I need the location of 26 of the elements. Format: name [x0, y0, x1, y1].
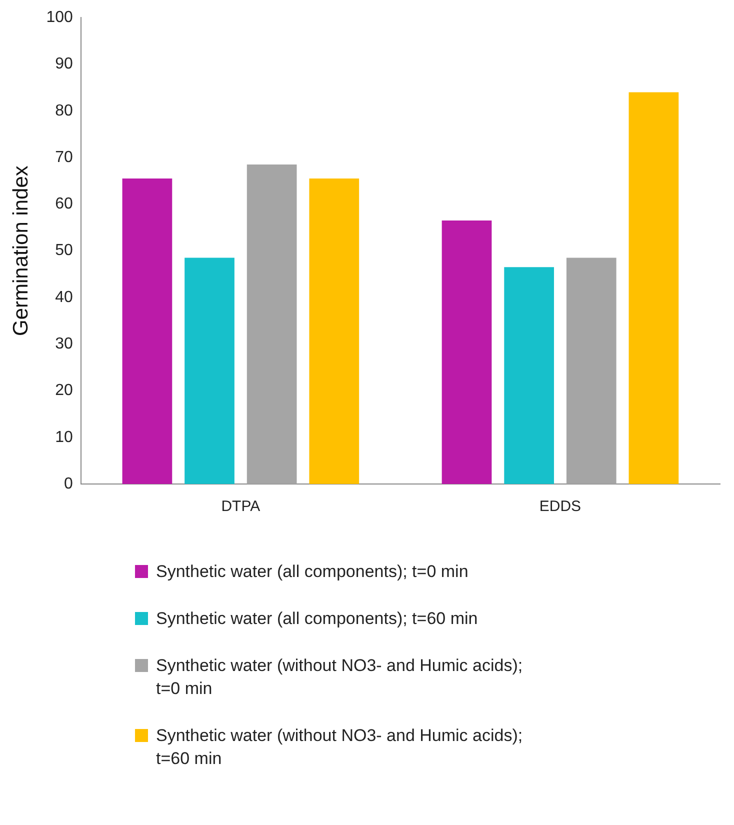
y-tick-label: 40: [55, 288, 73, 306]
bar: [442, 220, 492, 484]
legend-label: Synthetic water (without NO3- and Humic acids); t=0 min: [156, 655, 524, 700]
y-tick-label: 10: [55, 428, 73, 446]
bar: [504, 267, 554, 484]
bar: [122, 178, 172, 484]
x-tick-label: DTPA: [221, 498, 260, 516]
legend-label: Synthetic water (all components); t=60 min: [156, 608, 478, 630]
y-tick-label: 100: [46, 9, 73, 26]
legend-label: Synthetic water (all components); t=0 min: [156, 561, 468, 583]
bar: [184, 258, 234, 484]
y-tick-label: 90: [55, 56, 73, 73]
y-tick-label: 60: [55, 196, 73, 213]
bar: [246, 164, 297, 484]
legend-label: Synthetic water (without NO3- and Humic acids); t=60 min: [156, 725, 524, 770]
x-tick-label: EDDS: [539, 498, 582, 516]
bar: [309, 178, 360, 484]
y-tick-label: 20: [55, 382, 73, 400]
bar: [628, 92, 679, 484]
y-tick-label: 50: [55, 242, 73, 260]
y-tick-label: 0: [64, 475, 73, 492]
y-tick-label: 70: [55, 148, 73, 166]
y-tick-label: 30: [55, 335, 73, 352]
y-axis-title: Germination index: [9, 165, 32, 336]
bar: [566, 258, 616, 484]
y-tick-label: 80: [55, 102, 73, 120]
